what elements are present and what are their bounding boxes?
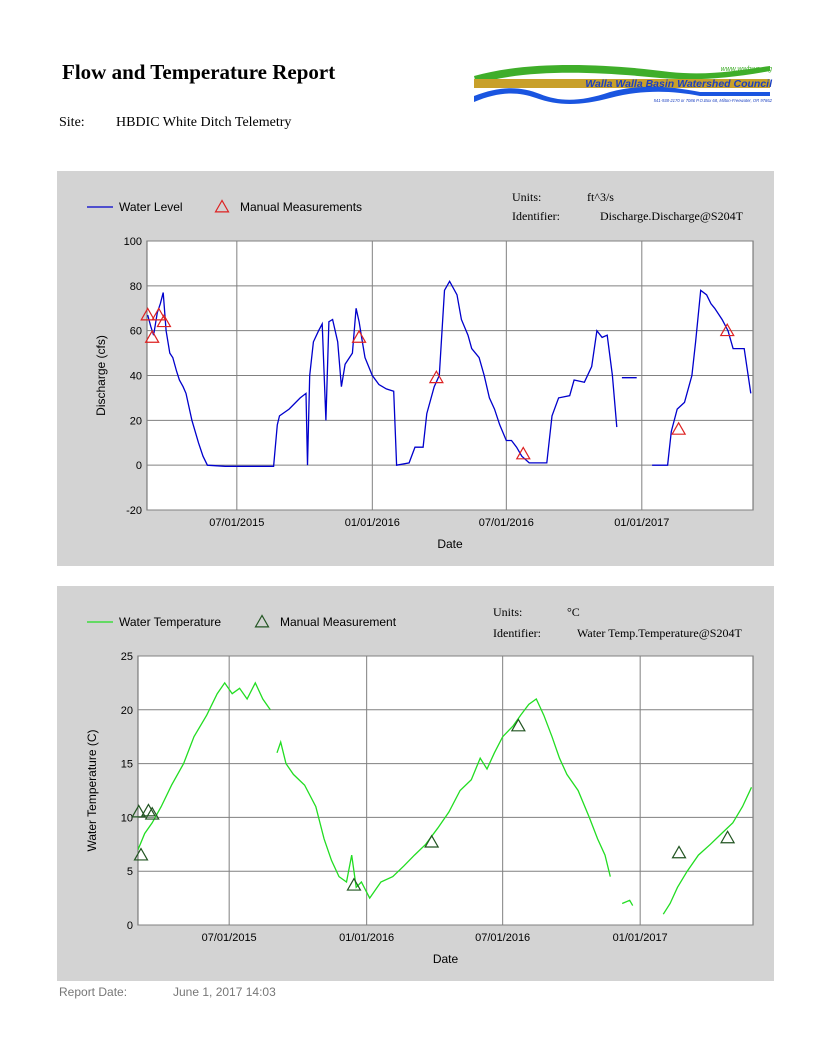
manual-measurement-marker [140, 803, 156, 817]
manual-measurement-marker [510, 718, 526, 732]
logo-url: www.wwbwc.org [721, 66, 772, 73]
x-axis-label: Date [437, 537, 463, 551]
discharge-chart-panel: -20 0 20 40 60 80 100 07/01/2015 01/01/2016 07/01… [57, 171, 774, 566]
y-tick-label: 60 [130, 326, 142, 338]
x-tick-label: 01/01/2017 [614, 517, 669, 529]
logo-name: Walla Walla Basin Watershed Council [585, 78, 773, 90]
y-tick-label: 80 [130, 281, 142, 293]
manual-measurement-marker [351, 329, 367, 343]
manual-measurement-marker [346, 877, 362, 891]
y-axis-label: Water Temperature (C) [85, 729, 99, 851]
x-tick-label: 01/01/2016 [339, 932, 394, 944]
plot-area [137, 655, 754, 926]
x-axis-label: Date [433, 952, 459, 966]
legend-marker-swatch [254, 614, 270, 628]
y-tick-label: 25 [121, 651, 133, 663]
x-tick-label: 01/01/2016 [345, 517, 400, 529]
legend-line-label: Water Level [119, 200, 183, 214]
logo-address: 541-938-2170 or 7086 P.O.Box 68, Milton-… [654, 98, 773, 103]
report-date-label: Report Date: [59, 985, 128, 999]
manual-measurement-marker [140, 307, 156, 321]
manual-measurement-marker [719, 322, 735, 337]
logo-gold-band [474, 79, 770, 88]
identifier-value: Discharge.Discharge@S204T [600, 209, 744, 223]
site-name: HBDIC White Ditch Telemetry [116, 115, 292, 130]
logo-green-swoosh [474, 65, 770, 84]
legend-line-label: Water Temperature [119, 615, 221, 629]
y-tick-label: 5 [127, 866, 133, 878]
x-tick-label: 01/01/2017 [613, 932, 668, 944]
manual-measurement-marker [671, 421, 687, 435]
temperature-chart-panel: 0 5 10 15 20 25 07/01/2015 01/01/2016 07/01/2016… [57, 586, 774, 981]
manual-measurement-marker [131, 804, 147, 818]
report-date: June 1, 2017 14:03 [173, 985, 276, 999]
report-title: Flow and Temperature Report [62, 60, 336, 84]
x-tick-label: 07/01/2015 [209, 517, 264, 529]
manual-measurement-marker [151, 307, 167, 321]
x-tick-label: 07/01/2015 [202, 932, 257, 944]
watershed-council-logo: www.wwbwc.org Walla Walla Basin Watershe… [474, 65, 773, 104]
manual-measurement-marker [428, 370, 444, 384]
y-tick-label: 15 [121, 759, 133, 771]
y-tick-label: 100 [124, 236, 142, 248]
legend-marker-swatch [214, 199, 230, 213]
y-tick-label: 10 [121, 812, 133, 824]
legend-marker-label: Manual Measurement [280, 615, 397, 629]
y-axis-label: Discharge (cfs) [94, 335, 108, 416]
units-label: Units: [493, 605, 522, 619]
y-tick-label: 40 [130, 371, 142, 383]
manual-measurement-marker [720, 830, 736, 844]
legend-marker-label: Manual Measurements [240, 200, 362, 214]
y-tick-label: 20 [121, 705, 133, 717]
manual-measurement-marker [515, 446, 531, 460]
manual-measurement-marker [156, 313, 172, 328]
y-tick-label: 20 [130, 415, 142, 427]
series-line [138, 681, 753, 915]
units-value: °C [567, 605, 580, 619]
identifier-label: Identifier: [512, 209, 560, 223]
identifier-label: Identifier: [493, 626, 541, 640]
x-tick-label: 07/01/2016 [479, 517, 534, 529]
manual-measurement-marker [424, 834, 440, 848]
discharge-chart: -20 0 20 40 60 80 100 07/01/2015 01/01/2016 07/01… [87, 190, 754, 551]
manual-measurement-marker [144, 329, 160, 343]
identifier-value: Water Temp.Temperature@S204T [577, 626, 742, 640]
manual-measurement-marker [133, 847, 149, 861]
y-tick-label: 0 [127, 920, 133, 932]
site-label: Site: [59, 115, 85, 130]
y-tick-label: 0 [136, 460, 142, 472]
units-value: ft^3/s [587, 190, 614, 204]
temperature-chart: 0 5 10 15 20 25 07/01/2015 01/01/2016 07/01/2016… [85, 605, 754, 966]
y-tick-label: -20 [126, 505, 142, 517]
manual-measurement-marker [144, 806, 160, 820]
x-tick-label: 07/01/2016 [475, 932, 530, 944]
units-label: Units: [512, 190, 541, 204]
manual-measurement-marker [671, 845, 687, 859]
logo-blue-wave [474, 86, 770, 104]
